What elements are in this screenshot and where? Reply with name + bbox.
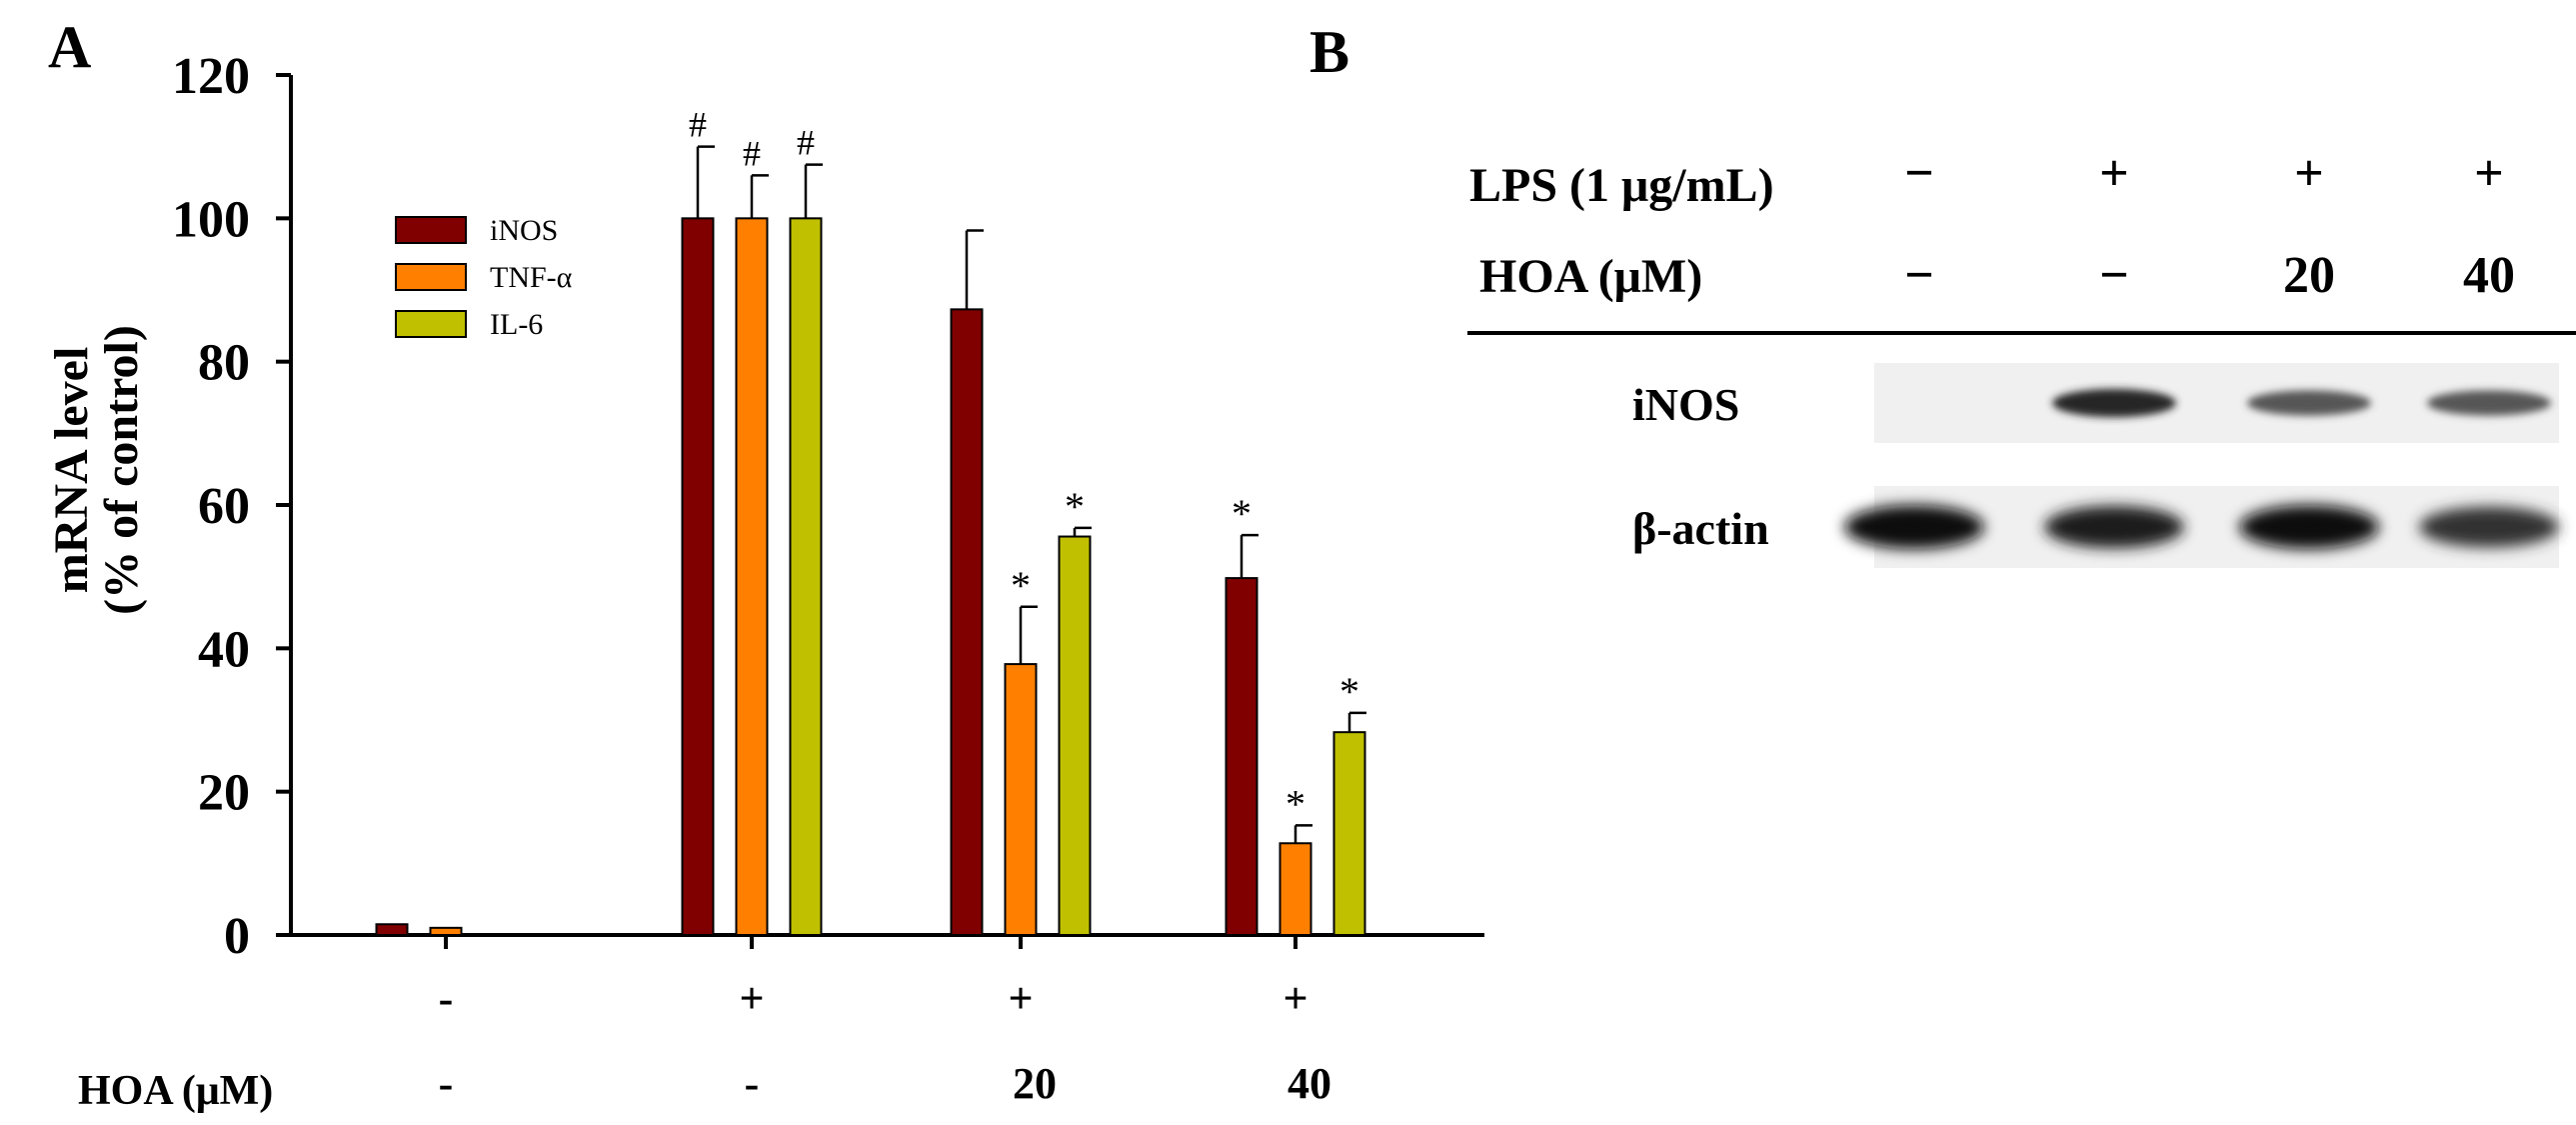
- y-tick-label: 40: [198, 621, 250, 678]
- bar-tnf--2: [1004, 663, 1038, 936]
- bar-inos-3: [1225, 577, 1259, 936]
- lps-value-label: +: [739, 974, 764, 1023]
- bar-tnf--0: [429, 926, 463, 936]
- lps-row-label: LPS (1 μg/mL): [1469, 159, 1774, 212]
- significance-star: *: [1339, 669, 1359, 714]
- y-tick-label: 20: [198, 765, 250, 822]
- y-axis-title: mRNA level (% of control): [45, 325, 148, 615]
- bar-il-6-2: [1058, 535, 1092, 936]
- lps-lane-value: −: [1904, 145, 1934, 202]
- blot-band: [1844, 505, 1984, 549]
- bar-tnf--3: [1279, 842, 1312, 936]
- bar-il-6-1: [789, 217, 823, 937]
- hoa-value-label: -: [439, 1059, 454, 1108]
- significance-hash: #: [797, 123, 815, 163]
- hoa-row-label-b: HOA (μM): [1479, 250, 1702, 303]
- hoa-value-label: 20: [1013, 1059, 1057, 1108]
- blot-band: [2247, 390, 2371, 416]
- y-tick-label: 60: [198, 478, 250, 535]
- y-tick-label: 80: [198, 335, 250, 392]
- significance-hash: #: [743, 133, 761, 173]
- significance-star: *: [1232, 491, 1252, 536]
- y-axis-ticks: 0 20 40 60 80 100 120: [172, 48, 291, 965]
- blot-band: [2239, 505, 2379, 549]
- legend-label: TNF-α: [490, 261, 573, 294]
- y-tick-label: 0: [224, 908, 250, 965]
- legend-label: IL-6: [490, 308, 543, 341]
- hoa-lane-value: 20: [2283, 247, 2335, 304]
- bar-inos-2: [950, 308, 984, 937]
- blot-band: [2052, 388, 2176, 418]
- bar-inos-0: [375, 923, 409, 936]
- hoa-value-label: 40: [1288, 1059, 1331, 1108]
- blot-band: [2427, 390, 2551, 416]
- panel-b-header-values: − − + − +20 +40: [1904, 145, 2515, 304]
- lps-value-label: -: [439, 974, 454, 1023]
- legend-swatch: [395, 263, 467, 291]
- panel-a-label: A: [48, 14, 91, 80]
- hoa-row-label: HOA (μM): [78, 1068, 273, 1114]
- bar-il-6-3: [1332, 731, 1366, 937]
- x-axis-ticks: - - + - +20 +40: [439, 935, 1331, 1108]
- y-axis-title-line1: mRNA level: [45, 347, 98, 594]
- legend-label: iNOS: [490, 214, 558, 247]
- hoa-lane-value: −: [2099, 247, 2129, 304]
- blot-band: [2419, 506, 2559, 548]
- lps-value-label: +: [1008, 974, 1033, 1023]
- bar-tnf--1: [735, 217, 769, 937]
- significance-hash: #: [689, 105, 707, 145]
- bar-inos-1: [681, 217, 715, 937]
- hoa-lane-value: −: [1904, 247, 1934, 304]
- lps-lane-value: +: [2294, 145, 2324, 202]
- lps-lane-value: +: [2474, 145, 2504, 202]
- blot-row-label: iNOS: [1632, 379, 1739, 430]
- significance-star: *: [1286, 781, 1305, 826]
- lps-value-label: +: [1283, 974, 1307, 1023]
- y-tick-label: 100: [172, 191, 250, 248]
- legend: iNOS TNF-α IL-6: [395, 214, 573, 341]
- legend-swatch: [395, 216, 467, 244]
- y-tick-label: 120: [172, 48, 250, 105]
- blot-row-label: β-actin: [1632, 503, 1769, 554]
- western-blot: iNOS β-actin: [1632, 363, 2559, 568]
- panel-b-label: B: [1309, 19, 1349, 85]
- hoa-lane-value: 40: [2463, 247, 2515, 304]
- hoa-value-label: -: [745, 1059, 760, 1108]
- significance-star: *: [1011, 563, 1031, 608]
- lps-lane-value: +: [2099, 145, 2129, 202]
- legend-swatch: [395, 310, 467, 338]
- blot-band: [2044, 505, 2184, 549]
- significance-star: *: [1065, 484, 1085, 529]
- y-axis-title-line2: (% of control): [95, 325, 148, 615]
